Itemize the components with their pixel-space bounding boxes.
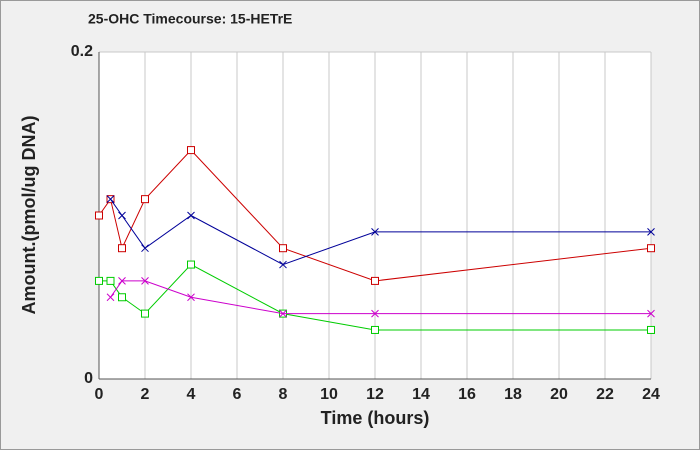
marker xyxy=(279,260,287,269)
marker xyxy=(371,276,379,285)
marker xyxy=(106,276,115,285)
x-tick-label: 6 xyxy=(233,386,242,403)
marker xyxy=(187,260,195,269)
x-tick-label: 24 xyxy=(642,386,660,403)
x-tick-label: 0 xyxy=(95,386,104,403)
marker xyxy=(106,195,115,204)
marker xyxy=(371,325,379,334)
marker xyxy=(118,293,126,302)
chart-title: 25-OHC Timecourse: 15-HETrE xyxy=(88,11,292,27)
x-tick-label: 8 xyxy=(279,386,288,403)
y-tick-label: 0.2 xyxy=(71,43,93,60)
marker xyxy=(187,293,195,302)
marker xyxy=(95,211,103,220)
marker xyxy=(141,309,149,318)
x-tick-label: 10 xyxy=(320,386,338,403)
x-tick-label: 14 xyxy=(412,386,430,403)
series-line xyxy=(98,149,652,282)
marker xyxy=(187,146,195,155)
marker xyxy=(371,227,379,236)
marker xyxy=(187,211,195,220)
y-tick-label: 0 xyxy=(84,370,93,387)
marker xyxy=(279,309,287,318)
x-tick-label: 12 xyxy=(366,386,384,403)
x-tick-label: 18 xyxy=(504,386,522,403)
x-tick-label: 20 xyxy=(550,386,568,403)
marker xyxy=(647,227,655,236)
marker xyxy=(141,277,149,285)
marker xyxy=(371,309,379,318)
marker xyxy=(106,293,115,302)
marker xyxy=(647,244,655,253)
x-tick-label: 16 xyxy=(458,386,476,403)
x-tick-label: 2 xyxy=(141,386,150,403)
marker xyxy=(279,244,287,253)
x-tick-label: 4 xyxy=(187,386,196,403)
marker xyxy=(141,244,149,253)
marker xyxy=(647,309,655,318)
marker xyxy=(95,276,103,285)
x-axis-label: Time (hours) xyxy=(321,408,430,428)
marker xyxy=(647,325,655,334)
marker xyxy=(141,195,149,204)
marker xyxy=(118,277,126,285)
marker xyxy=(118,211,126,220)
marker xyxy=(118,244,126,253)
y-axis-label: Amount.(pmol/ug DNA) xyxy=(19,116,39,315)
x-tick-label: 22 xyxy=(596,386,614,403)
